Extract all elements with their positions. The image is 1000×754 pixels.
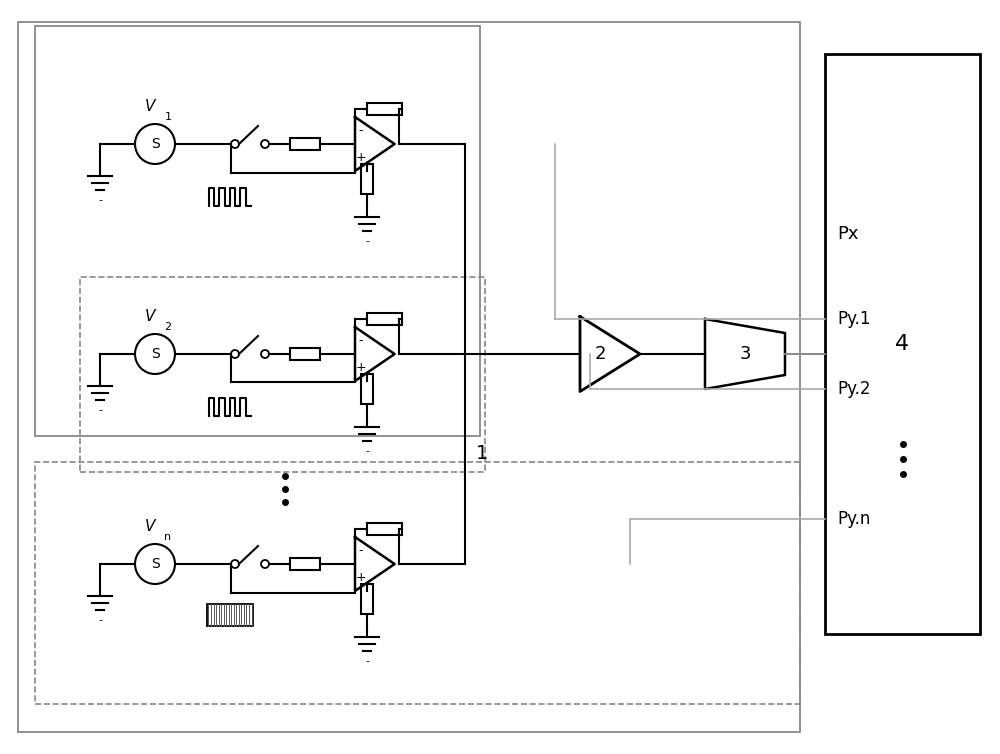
Bar (825, 54, 980, 634)
Text: +: + (356, 361, 366, 374)
Text: 2: 2 (164, 322, 172, 332)
Text: -: - (365, 236, 369, 246)
Bar (35, 26, 480, 436)
Text: 4: 4 (895, 334, 910, 354)
Bar (18, 22, 800, 732)
Bar (290, 348, 320, 360)
Text: -: - (359, 124, 363, 137)
Text: -: - (365, 656, 369, 666)
Text: V: V (145, 519, 155, 534)
Text: -: - (359, 544, 363, 557)
Text: n: n (164, 532, 172, 542)
Text: +: + (356, 571, 366, 584)
Bar (290, 558, 320, 570)
Bar (361, 164, 373, 194)
Text: S: S (151, 347, 159, 361)
Text: -: - (98, 405, 102, 415)
Text: +: + (356, 151, 366, 164)
Bar (35, 462, 800, 704)
Text: S: S (151, 557, 159, 571)
Text: Py.n: Py.n (837, 510, 870, 528)
Text: -: - (98, 615, 102, 625)
Bar (361, 374, 373, 404)
Text: -: - (359, 334, 363, 347)
Bar (367, 313, 402, 325)
Text: Py.2: Py.2 (837, 380, 870, 398)
Text: Px: Px (837, 225, 858, 243)
Bar (361, 584, 373, 614)
Text: V: V (145, 99, 155, 114)
Text: 1: 1 (165, 112, 172, 122)
Text: 1: 1 (476, 445, 488, 464)
Text: S: S (151, 137, 159, 151)
Text: -: - (365, 446, 369, 456)
Bar (367, 103, 402, 115)
Bar (207, 604, 252, 626)
Bar (80, 277, 485, 472)
Text: V: V (145, 309, 155, 324)
Bar (367, 523, 402, 535)
Bar (290, 138, 320, 150)
Text: 2: 2 (594, 345, 606, 363)
Text: 3: 3 (739, 345, 751, 363)
Text: Py.1: Py.1 (837, 310, 870, 328)
Text: -: - (98, 195, 102, 205)
